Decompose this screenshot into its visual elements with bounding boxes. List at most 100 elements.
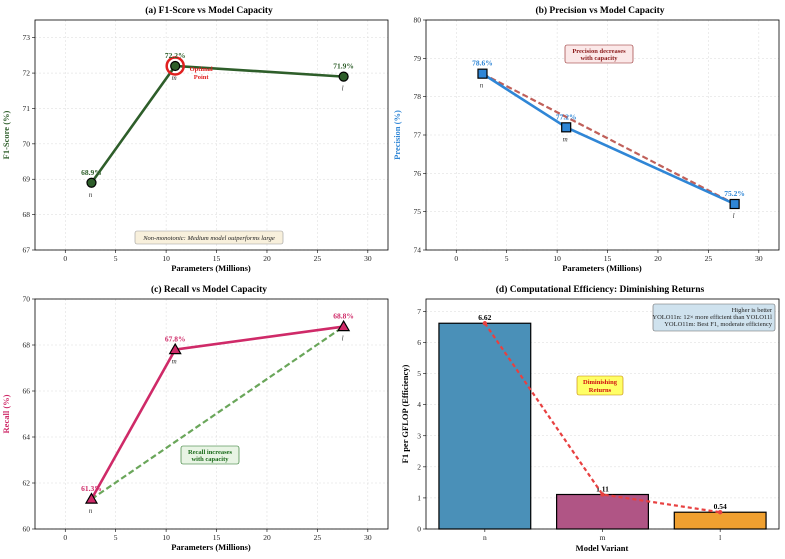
x-tick-label: 5	[505, 254, 509, 263]
y-tick-label: 75	[414, 207, 422, 216]
y-tick-label: 3	[417, 431, 421, 440]
x-tick-label: n	[483, 533, 487, 542]
data-point	[86, 177, 97, 188]
x-tick-label: 0	[63, 533, 67, 542]
x-tick-label: m	[600, 533, 606, 542]
y-tick-label: 73	[23, 33, 31, 42]
panel-b-title: (b) Precision vs Model Capacity	[535, 5, 664, 16]
panel-a-y-axis-label: F1-Score (%)	[1, 110, 11, 159]
panel-c: (c) Recall vs Model Capacity 0 5 10 15 20 25 3…	[1, 284, 389, 552]
x-tick-label: 25	[314, 533, 322, 542]
trend-point	[482, 321, 488, 326]
data-point	[338, 71, 349, 82]
trend-line	[483, 322, 721, 514]
x-tick-label: l	[719, 533, 721, 542]
x-tick-label: 25	[314, 254, 322, 263]
y-tick-label: 60	[23, 525, 31, 534]
optimal-point-label: Optimal	[190, 66, 213, 73]
y-tick-label: 68	[23, 341, 31, 350]
x-tick-label: 25	[705, 254, 713, 263]
y-tick-label: 74	[414, 246, 422, 255]
x-tick-label: 5	[114, 533, 118, 542]
bar-value-label: 6.62	[478, 313, 491, 322]
x-tick-label: 15	[213, 254, 221, 263]
panel-b-annotation-line1: Precision decreases	[572, 48, 626, 55]
panel-a-annotation: Non-monotonic: Medium model outperforms …	[134, 230, 284, 245]
variant-label: l	[733, 212, 735, 220]
y-tick-label: 76	[414, 169, 422, 178]
panel-d-annotation: Diminishing Returns	[576, 375, 624, 396]
y-tick-label: 5	[417, 369, 421, 378]
bar-value-label: 1.11	[596, 485, 609, 494]
x-tick-label: 15	[604, 254, 612, 263]
y-tick-label: 70	[23, 139, 31, 148]
variant-label: n	[89, 191, 93, 199]
panel-d: (d) Computational Efficiency: Diminishin…	[400, 284, 780, 553]
panel-d-annotation-line1: Diminishing	[583, 379, 618, 386]
panel-c-title: (c) Recall vs Model Capacity	[151, 284, 267, 295]
y-tick-label: 7	[417, 307, 421, 316]
bar-value-label: 0.54	[714, 502, 727, 511]
x-tick-label: 20	[654, 254, 662, 263]
y-tick-label: 77	[414, 131, 422, 140]
panel-a-x-axis-label: Parameters (Millions)	[171, 263, 251, 273]
panel-a: (a) F1-Score vs Model Capacity 0 5 10 15 20 2…	[1, 5, 389, 273]
panel-d-info-line3: YOLO11m: Best F1, moderate efficiency	[664, 321, 773, 328]
data-label: 75.2%	[724, 189, 745, 198]
y-tick-label: 70	[23, 295, 31, 304]
x-tick-label: 30	[364, 533, 372, 542]
variant-label: n	[89, 507, 93, 515]
panel-c-y-axis-label: Recall (%)	[1, 394, 11, 433]
data-point	[729, 198, 740, 210]
panel-d-info-line1: Higher is better	[732, 307, 773, 314]
data-point	[168, 342, 182, 355]
trend-line	[481, 72, 736, 205]
panel-b-x-axis-label: Parameters (Millions)	[562, 263, 642, 273]
y-tick-label: 6	[417, 338, 421, 347]
panel-b-annotation-line2: with capacity	[580, 55, 618, 62]
x-tick-label: 20	[263, 533, 271, 542]
x-tick-label: 10	[162, 533, 170, 542]
variant-label: n	[480, 82, 484, 90]
variant-label: m	[172, 358, 177, 366]
x-tick-label: 10	[553, 254, 561, 263]
data-label: 68.8%	[333, 312, 354, 321]
y-tick-label: 79	[414, 54, 422, 63]
y-tick-label: 4	[417, 400, 421, 409]
y-tick-label: 72	[23, 69, 31, 78]
x-tick-label: 0	[454, 254, 458, 263]
bar	[438, 322, 532, 530]
y-tick-label: 71	[23, 104, 31, 113]
data-label: 61.3%	[81, 484, 102, 493]
panel-b: (b) Precision vs Model Capacity 0 5 10 15 20…	[392, 5, 780, 273]
panel-d-x-axis-label: Model Variant	[576, 543, 629, 553]
x-tick-label: 20	[263, 254, 271, 263]
trend-point	[600, 492, 605, 497]
data-point	[337, 319, 351, 332]
variant-label: l	[342, 85, 344, 93]
panel-c-annotation-line1: Recall increases	[188, 449, 233, 456]
optimal-point-ring	[165, 56, 185, 76]
variant-label: m	[172, 74, 177, 82]
x-tick-label: 0	[63, 254, 67, 263]
data-point	[84, 492, 99, 504]
data-point	[170, 60, 181, 72]
y-tick-label: 69	[23, 175, 31, 184]
panel-b-y-axis-label: Precision (%)	[392, 110, 402, 160]
y-tick-label: 78	[414, 92, 422, 101]
series-line	[90, 64, 344, 184]
panel-d-info-line2: YOLO11n: 12× more efficient than YOLO11l	[652, 314, 772, 321]
panel-a-frame	[34, 19, 389, 251]
panel-d-annotation-line2: Returns	[589, 387, 612, 394]
variant-label: m	[563, 135, 568, 143]
x-tick-label: 5	[114, 254, 118, 263]
panel-c-annotation: Recall increases with capacity	[180, 445, 240, 465]
panel-a-title: (a) F1-Score vs Model Capacity	[145, 5, 273, 16]
y-tick-label: 68	[23, 210, 31, 219]
y-tick-label: 64	[23, 433, 31, 442]
data-label: 77.2%	[556, 112, 577, 121]
panel-a-annotation-text: Non-monotonic: Medium model outperforms …	[142, 235, 275, 242]
y-tick-label: 80	[414, 16, 422, 25]
panel-c-frame	[34, 298, 389, 530]
